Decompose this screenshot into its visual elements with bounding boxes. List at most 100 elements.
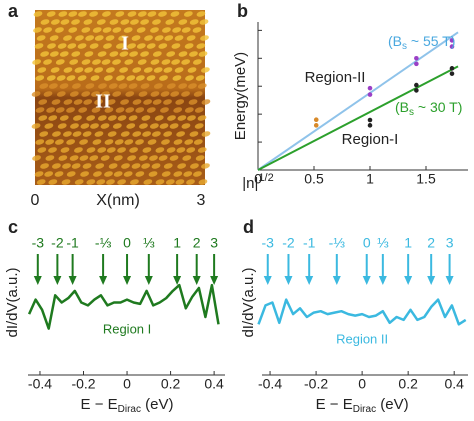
- peak-label: -2: [282, 235, 295, 251]
- stm-dot: [161, 59, 171, 65]
- stm-dot: [131, 163, 141, 169]
- stm-dot: [45, 155, 55, 161]
- stm-dot: [165, 19, 175, 25]
- stm-dot: [74, 67, 84, 73]
- stm-dot: [94, 99, 103, 105]
- stm-dot: [173, 139, 183, 145]
- peak-arrowhead: [263, 276, 272, 285]
- stm-dot: [40, 19, 50, 25]
- stm-dot: [177, 163, 187, 169]
- stm-dot: [58, 11, 68, 17]
- stm-dot: [198, 179, 208, 185]
- spectrum-line: [257, 298, 467, 326]
- data-point: [313, 117, 319, 123]
- stm-dot: [44, 171, 54, 177]
- stm-dot: [97, 115, 107, 121]
- stm-dot: [55, 59, 65, 65]
- stm-dot: [169, 123, 179, 129]
- fit-line: [257, 31, 459, 171]
- panel-label: b: [237, 1, 248, 21]
- stm-dot: [70, 123, 79, 129]
- stm-dot: [81, 91, 91, 97]
- stm-dot: [54, 171, 64, 177]
- peak-label: -1: [303, 235, 316, 251]
- stm-dot: [83, 19, 93, 25]
- stm-dot: [100, 123, 110, 129]
- stm-dot: [139, 123, 148, 129]
- x-tick-label: 0: [254, 171, 262, 187]
- peak-label: -3: [262, 235, 275, 251]
- stm-dot: [112, 59, 121, 65]
- stm-dot: [189, 19, 199, 25]
- panel-label: c: [8, 217, 18, 237]
- x-axis-label: |n|1/2: [242, 172, 273, 192]
- region-label: Region I: [103, 321, 151, 336]
- stm-dot: [112, 123, 122, 129]
- stm-dot: [194, 123, 204, 129]
- stm-dot: [125, 107, 135, 113]
- stm-dot: [155, 147, 165, 153]
- stm-dot: [127, 43, 136, 49]
- data-point: [414, 88, 419, 93]
- y-axis-label: dI/dV(a.u.): [4, 267, 21, 337]
- stm-dot: [136, 43, 146, 49]
- stm-dot: [186, 35, 196, 41]
- stm-dot: [102, 27, 112, 33]
- stm-dot: [86, 179, 96, 185]
- stm-dot: [190, 163, 199, 169]
- peak-arrowhead: [123, 276, 132, 285]
- stm-dot: [97, 147, 107, 153]
- stm-dot: [184, 139, 194, 145]
- stm-dot: [150, 27, 159, 33]
- stm-dot: [117, 147, 126, 153]
- stm-dot: [89, 155, 99, 161]
- spectrum-line: [27, 283, 220, 330]
- x-axis-label: X(nm): [96, 192, 140, 209]
- x-tick-label: 1.5: [416, 171, 436, 187]
- stm-dot: [89, 43, 99, 49]
- stm-dot: [173, 171, 183, 177]
- x-label-rest: (eV): [376, 396, 409, 413]
- stm-dot: [178, 51, 188, 57]
- peak-arrowhead: [53, 276, 62, 285]
- peak-arrowhead: [362, 276, 371, 285]
- x-tick-label: 0: [31, 192, 40, 209]
- stm-dot: [118, 83, 128, 89]
- stm-dot: [171, 43, 181, 49]
- stm-dot: [63, 67, 73, 73]
- stm-dot: [73, 99, 83, 105]
- stm-dot: [43, 91, 53, 97]
- stm-dot: [169, 155, 179, 161]
- peak-label: ⅓: [143, 235, 155, 251]
- panel-label: d: [243, 217, 254, 237]
- stm-dot: [102, 11, 111, 17]
- stm-dot: [40, 163, 49, 169]
- stm-dot: [185, 75, 194, 81]
- stm-dot: [46, 75, 56, 81]
- panel-label: a: [8, 1, 19, 21]
- stm-dot: [146, 107, 156, 113]
- annotation-text: (B: [395, 99, 409, 115]
- region-label: II: [95, 91, 111, 113]
- stm-dot: [44, 123, 54, 129]
- x-tick-label: -0.4: [28, 376, 52, 392]
- peak-arrowhead: [445, 276, 454, 285]
- stm-dot: [195, 75, 205, 81]
- stm-dot: [38, 99, 48, 105]
- stm-dot: [46, 107, 56, 113]
- stm-dot: [197, 115, 207, 121]
- peak-label: -3: [32, 235, 45, 251]
- stm-dot: [115, 11, 125, 17]
- stm-dot: [121, 163, 130, 169]
- stm-dot: [193, 139, 203, 145]
- stm-dot: [49, 35, 59, 41]
- stm-dot: [93, 171, 102, 177]
- stm-dot: [201, 99, 211, 105]
- stm-dot: [79, 139, 88, 145]
- stm-dot: [132, 99, 142, 105]
- x-label-main: |n|: [242, 175, 258, 192]
- stm-dot: [63, 131, 72, 137]
- stm-dot: [140, 51, 149, 57]
- stm-dot: [68, 11, 78, 17]
- stm-dot: [107, 131, 117, 137]
